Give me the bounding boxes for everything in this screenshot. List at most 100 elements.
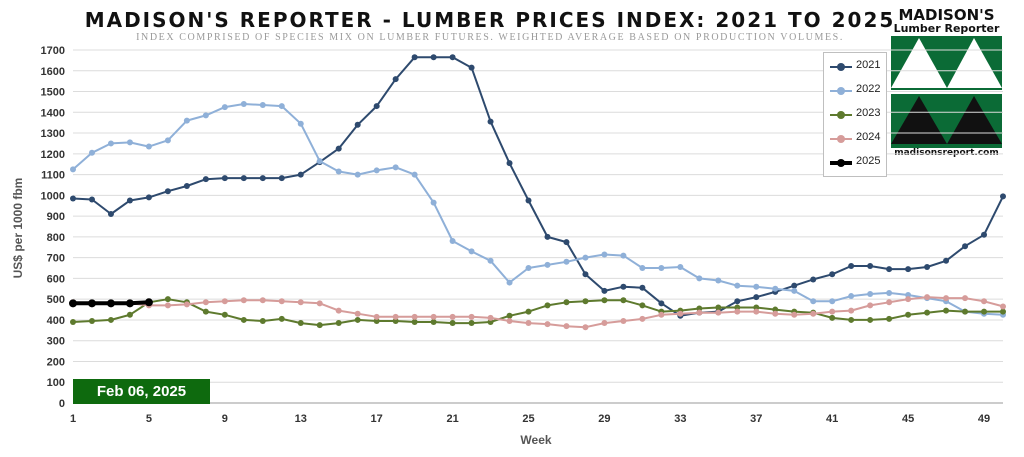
data-point xyxy=(810,276,817,283)
legend-item-2023: 2023 xyxy=(824,105,886,125)
data-point xyxy=(829,271,836,278)
triangle-logo-icon xyxy=(891,36,1002,148)
data-point xyxy=(392,317,399,324)
data-point xyxy=(88,317,95,324)
data-point xyxy=(259,102,266,109)
legend-marker xyxy=(837,87,845,95)
y-tick-label: 1300 xyxy=(41,128,65,140)
data-point xyxy=(87,299,96,308)
data-point xyxy=(259,297,266,304)
series-line-2022 xyxy=(72,103,1004,316)
data-point xyxy=(829,298,836,305)
series-line-2023 xyxy=(72,298,1003,327)
data-point xyxy=(183,183,190,190)
x-tick-label: 17 xyxy=(371,413,383,425)
data-point xyxy=(126,197,133,204)
data-point xyxy=(88,149,95,156)
data-point xyxy=(392,76,399,83)
data-point xyxy=(107,211,114,218)
y-tick-label: 1500 xyxy=(41,87,65,99)
data-point xyxy=(867,290,874,297)
data-point xyxy=(506,312,513,319)
data-point xyxy=(164,188,171,195)
data-point xyxy=(886,289,893,296)
data-point xyxy=(563,323,570,330)
data-point xyxy=(354,310,361,317)
y-tick-label: 1600 xyxy=(41,66,65,78)
data-point xyxy=(316,322,323,329)
y-tick-label: 200 xyxy=(47,356,65,368)
data-point xyxy=(601,287,608,294)
data-point xyxy=(430,319,437,326)
data-point xyxy=(278,175,285,182)
data-point xyxy=(449,313,456,320)
y-tick-label: 300 xyxy=(47,336,65,348)
y-tick-label: 500 xyxy=(47,294,65,306)
data-point xyxy=(696,305,703,312)
y-tick-label: 700 xyxy=(47,253,65,265)
data-point xyxy=(354,171,361,178)
data-point xyxy=(373,317,380,324)
data-point xyxy=(620,283,627,290)
chart-subtitle: INDEX COMPRISED OF SPECIES MIX ON LUMBER… xyxy=(136,32,844,43)
data-point xyxy=(468,313,475,320)
data-point xyxy=(487,118,494,125)
data-point xyxy=(696,275,703,282)
legend-marker xyxy=(837,111,845,119)
data-point xyxy=(430,313,437,320)
data-point xyxy=(525,265,532,272)
legend-marker xyxy=(837,159,845,167)
data-point xyxy=(164,137,171,144)
legend-marker xyxy=(837,135,845,143)
data-point xyxy=(677,310,684,317)
data-point xyxy=(563,299,570,306)
data-point xyxy=(867,302,874,309)
logo-name: MADISON'S xyxy=(898,6,995,24)
data-point xyxy=(430,54,437,61)
data-point xyxy=(791,282,798,289)
x-tick-label: 45 xyxy=(902,413,914,425)
data-point xyxy=(981,308,988,315)
legend-marker xyxy=(837,63,845,71)
data-point xyxy=(601,251,608,258)
chart-legend: 2021 2022 2023 2024 2025 xyxy=(823,52,887,177)
data-point xyxy=(753,283,760,290)
data-point xyxy=(829,314,836,321)
data-point xyxy=(734,298,741,305)
data-point xyxy=(106,299,115,308)
data-point xyxy=(202,112,209,119)
data-point xyxy=(183,301,190,308)
data-point xyxy=(392,313,399,320)
data-point xyxy=(107,140,114,147)
data-point xyxy=(791,287,798,294)
data-point xyxy=(354,121,361,128)
data-point xyxy=(221,104,228,111)
data-point xyxy=(126,311,133,318)
data-point xyxy=(70,166,76,173)
x-tick-label: 1 xyxy=(70,413,76,425)
data-point xyxy=(924,263,931,270)
y-tick-label: 100 xyxy=(47,377,65,389)
data-point xyxy=(772,310,779,317)
data-point xyxy=(525,308,532,315)
data-point xyxy=(1000,193,1006,200)
data-point xyxy=(943,295,950,302)
data-point xyxy=(487,319,494,326)
data-point xyxy=(1000,308,1006,315)
data-point xyxy=(468,320,475,327)
series-lines xyxy=(69,54,1006,331)
data-point xyxy=(164,302,171,309)
legend-item-2025: 2025 xyxy=(824,153,886,173)
data-point xyxy=(772,306,779,313)
data-point xyxy=(848,316,855,323)
data-point xyxy=(981,231,988,238)
y-tick-label: 900 xyxy=(47,211,65,223)
data-point xyxy=(677,263,684,270)
data-point xyxy=(487,314,494,321)
data-point xyxy=(1000,303,1006,310)
data-point xyxy=(848,262,855,269)
data-point xyxy=(601,320,608,327)
data-point xyxy=(734,308,741,315)
data-point xyxy=(392,164,399,171)
